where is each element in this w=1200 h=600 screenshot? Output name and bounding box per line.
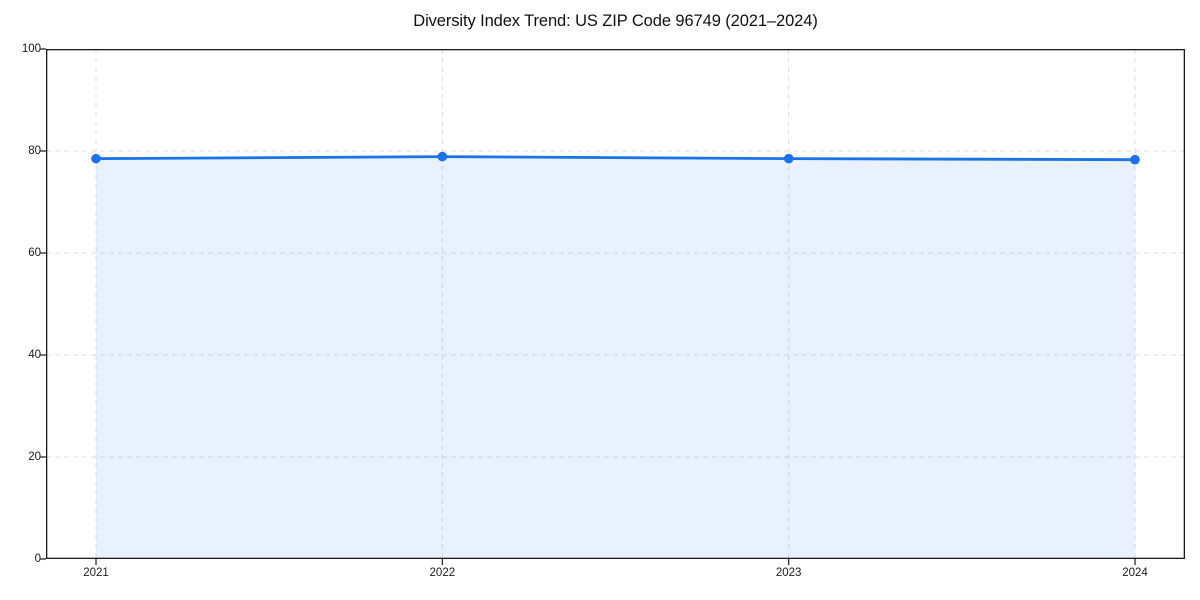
- data-point-marker: [91, 153, 101, 164]
- plot-border: [45, 48, 1185, 560]
- data-point-marker: [1130, 154, 1140, 165]
- plot-area: [40, 48, 1185, 565]
- x-tick-label: 2021: [83, 567, 109, 579]
- y-tick-label: 80: [28, 145, 41, 157]
- chart-title: Diversity Index Trend: US ZIP Code 96749…: [413, 12, 818, 30]
- y-tick-label: 20: [28, 451, 41, 463]
- x-tick-label: 2023: [775, 567, 802, 579]
- y-axis-tick-labels: 0 20 40 60 80 100: [0, 0, 41, 600]
- y-tick-label: 0: [34, 553, 41, 565]
- area-fill: [96, 156, 1135, 560]
- data-point-marker: [437, 151, 448, 162]
- y-tick-label: 100: [21, 43, 41, 55]
- y-tick-label: 40: [28, 349, 41, 361]
- trend-line: [94, 155, 1137, 162]
- y-tick-label: 60: [28, 247, 41, 259]
- x-tick-label: 2024: [1122, 567, 1148, 579]
- data-point-marker: [783, 153, 794, 164]
- x-tick-label: 2022: [429, 567, 456, 579]
